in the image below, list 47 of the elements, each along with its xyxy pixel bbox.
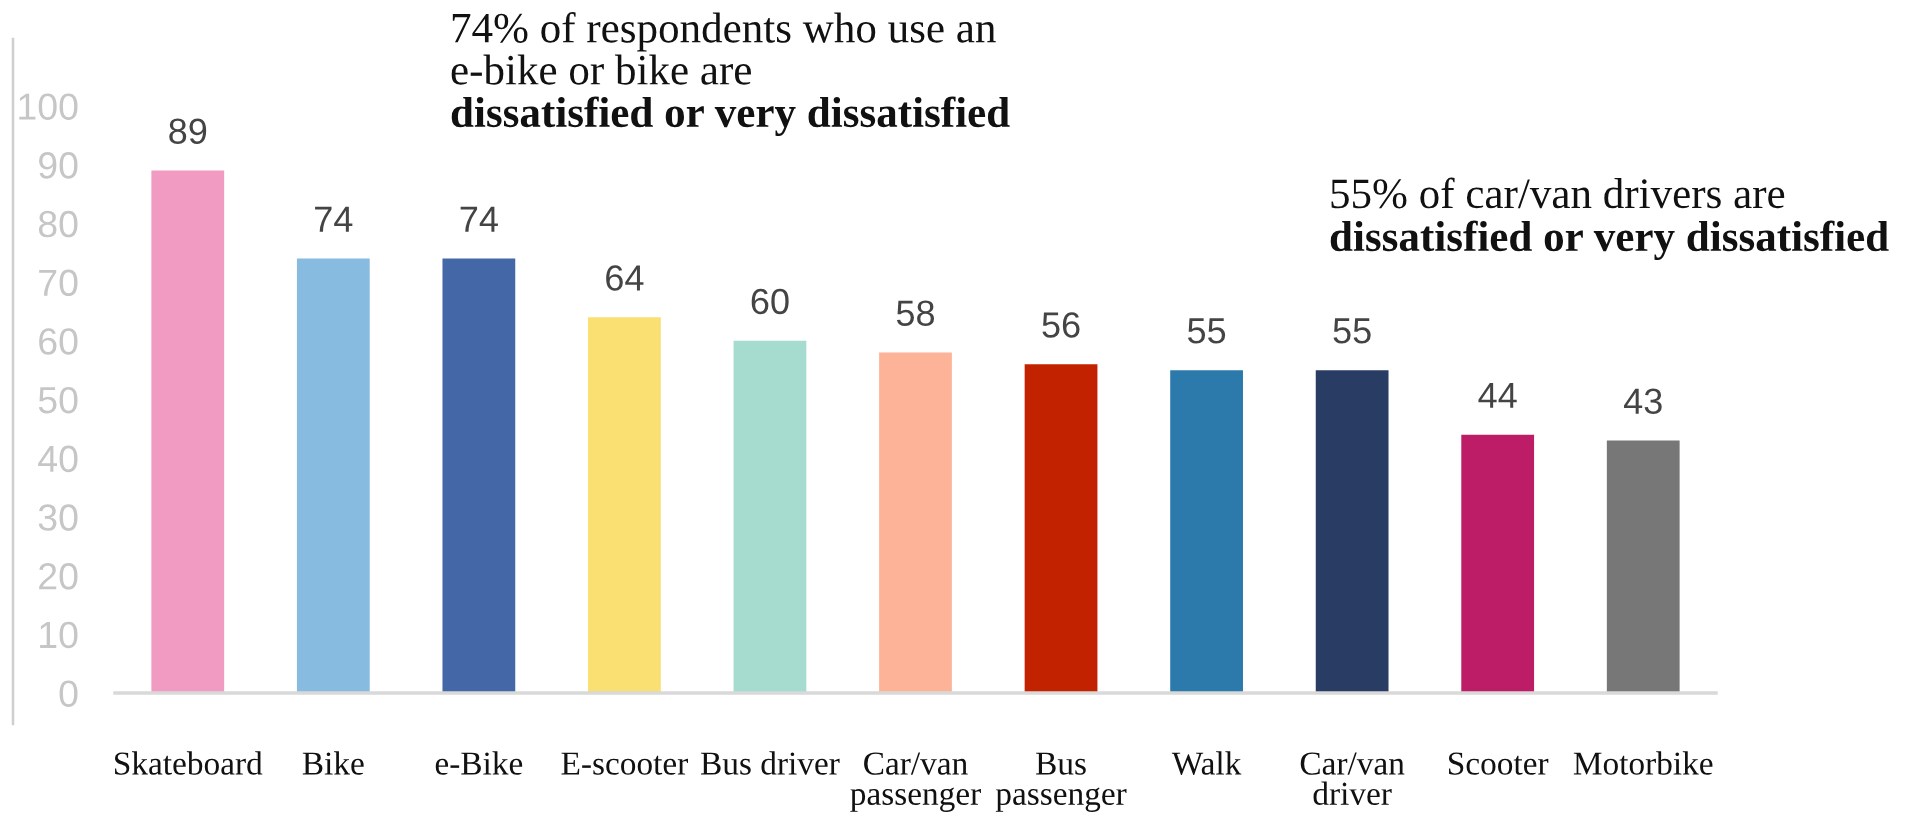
x-tick-label: e-Bike	[435, 751, 523, 775]
bar	[151, 170, 225, 693]
x-tick-label: Walk	[1171, 751, 1242, 775]
data-label: 89	[169, 118, 207, 144]
x-tick-label: Bus driver	[701, 751, 840, 775]
x-tick-label: Bus passenger	[995, 752, 1127, 812]
x-tick-label: Car/van driver	[1300, 752, 1405, 806]
data-label: 55	[1187, 318, 1226, 344]
bar	[588, 317, 661, 693]
x-tick-label: Scooter	[1449, 752, 1549, 775]
y-tick-label: 10	[40, 621, 78, 649]
y-tick-label: 30	[38, 504, 78, 531]
x-tick-label: Motorbike	[1573, 751, 1713, 775]
bar	[1461, 434, 1535, 693]
bar	[442, 258, 516, 693]
y-tick-label: 50	[38, 386, 78, 414]
y-tick-label: 20	[39, 563, 78, 590]
y-tick-label: 40	[38, 445, 78, 473]
annotation: dissatisfied or very dissatisfied	[451, 96, 1010, 137]
bar	[296, 258, 370, 693]
y-tick-label: 90	[39, 152, 78, 179]
data-label: 43	[1623, 388, 1662, 415]
bar	[879, 352, 952, 693]
data-label: 74	[315, 206, 353, 232]
data-label: 44	[1478, 382, 1517, 408]
x-tick-label: E-scooter	[561, 752, 688, 775]
bar	[733, 340, 807, 693]
data-label: 74	[460, 206, 498, 232]
x-tick-label: Skateboard	[115, 751, 263, 775]
data-label: 56	[1042, 312, 1080, 338]
y-tick-label: 0	[59, 680, 78, 707]
bar	[1024, 364, 1098, 693]
y-tick-label: 60	[39, 328, 78, 355]
x-tick-label: Car/van passenger	[850, 752, 981, 812]
annotation: 55% of car/van drivers are	[1331, 177, 1785, 209]
annotation: dissatisfied or very dissatisfied	[1330, 220, 1889, 261]
y-tick-label: 80	[38, 210, 78, 238]
y-tick-label: 100	[19, 93, 78, 120]
bar	[1606, 440, 1680, 693]
data-label: 64	[606, 265, 644, 291]
data-label: 58	[896, 300, 935, 326]
bar	[1315, 370, 1389, 693]
data-label: 55	[1333, 318, 1371, 344]
data-label: 60	[751, 288, 789, 315]
y-tick-label: 70	[39, 269, 78, 297]
x-tick-label: Bike	[302, 751, 364, 775]
bar	[1170, 370, 1243, 693]
